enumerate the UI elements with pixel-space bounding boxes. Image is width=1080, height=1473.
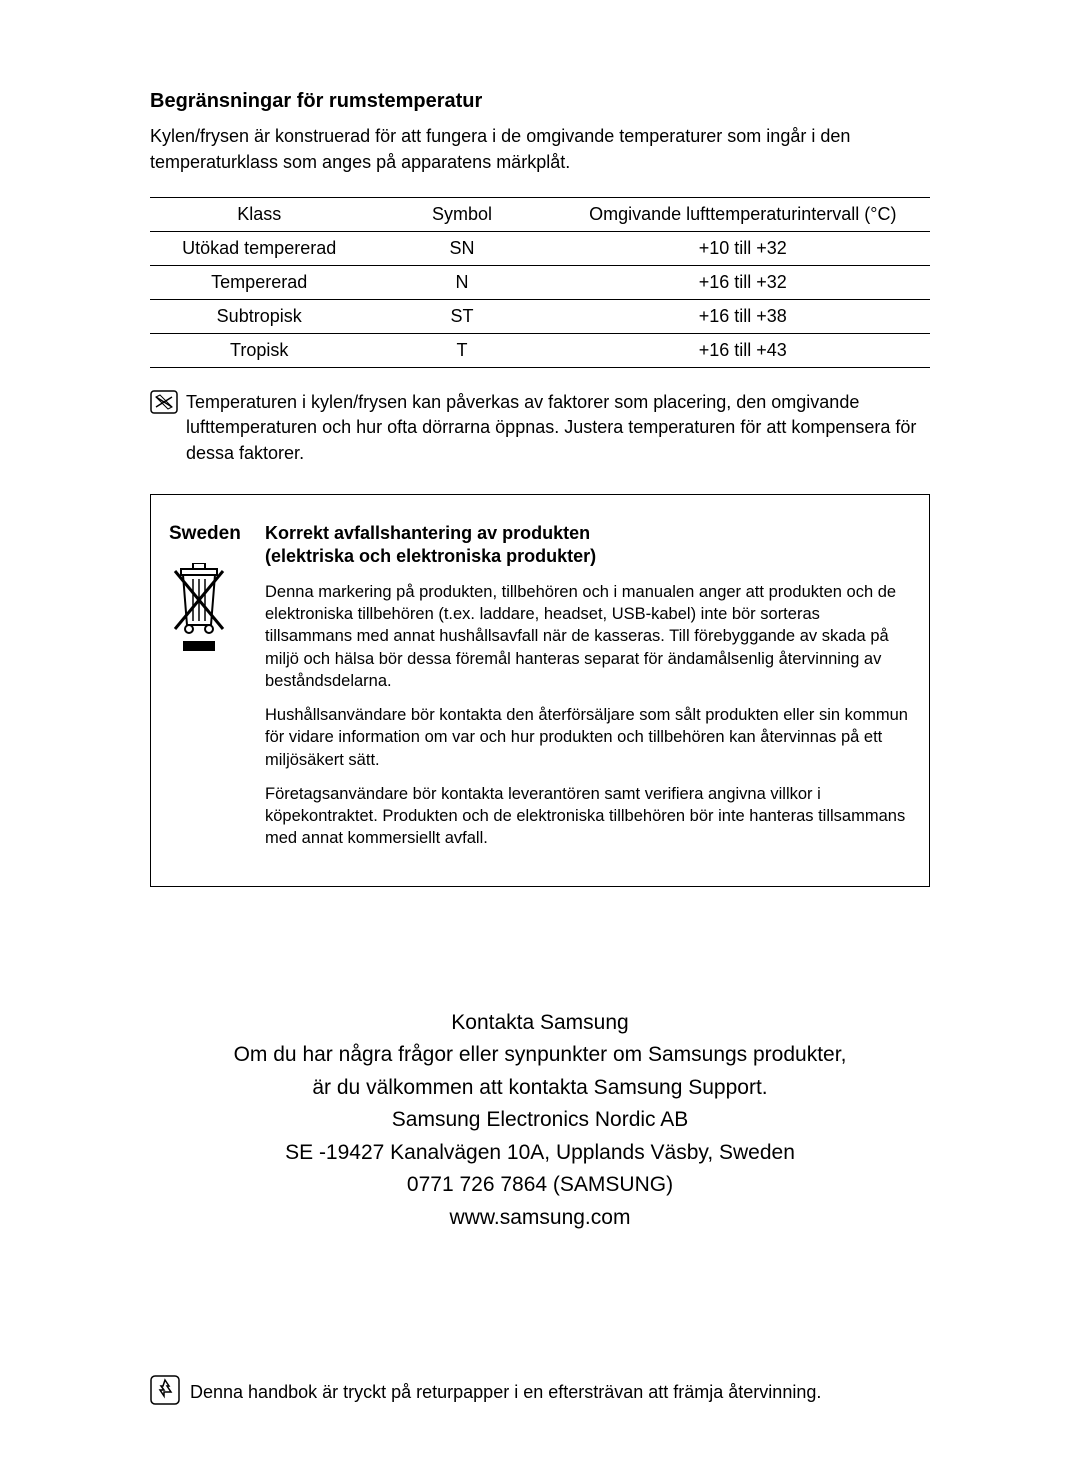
waste-paragraph: Denna markering på produkten, tillbehöre… [265, 581, 911, 692]
table-header: Omgivande lufttemperaturintervall (°C) [556, 198, 930, 232]
table-cell: +16 till +38 [556, 300, 930, 334]
note: Temperaturen i kylen/frysen kan påverkas… [150, 390, 930, 466]
note-text: Temperaturen i kylen/frysen kan påverkas… [186, 390, 930, 466]
footer: Denna handbok är tryckt på returpapper i… [150, 1375, 930, 1410]
table-cell: Subtropisk [150, 300, 368, 334]
contact-block: Kontakta Samsung Om du har några frågor … [150, 1007, 930, 1235]
temperature-table: Klass Symbol Omgivande lufttemperaturint… [150, 197, 930, 368]
table-cell: Tropisk [150, 334, 368, 368]
waste-bin-icon [169, 563, 255, 658]
table-cell: Utökad tempererad [150, 232, 368, 266]
waste-paragraph: Företagsanvändare bör kontakta leverantö… [265, 783, 911, 850]
table-cell: +16 till +32 [556, 266, 930, 300]
section-title: Begränsningar för rumstemperatur [150, 90, 930, 113]
note-icon [150, 390, 178, 414]
table-row: Utökad tempererad SN +10 till +32 [150, 232, 930, 266]
waste-left-column: Sweden [169, 523, 255, 862]
table-header: Klass [150, 198, 368, 232]
table-row: Subtropisk ST +16 till +38 [150, 300, 930, 334]
waste-title-2: (elektriska och elektroniska produkter) [265, 546, 911, 567]
waste-title-1: Korrekt avfallshantering av produkten [265, 523, 911, 544]
waste-disposal-box: Sweden Korrekt avfallshantering av produ… [150, 494, 930, 887]
section-intro: Kylen/frysen är konstruerad för att fung… [150, 123, 930, 175]
table-header-row: Klass Symbol Omgivande lufttemperaturint… [150, 198, 930, 232]
table-row: Tropisk T +16 till +43 [150, 334, 930, 368]
contact-line: Samsung Electronics Nordic AB [150, 1104, 930, 1137]
table-cell: +10 till +32 [556, 232, 930, 266]
table-cell: SN [368, 232, 555, 266]
contact-line: www.samsung.com [150, 1202, 930, 1235]
table-header: Symbol [368, 198, 555, 232]
contact-line: 0771 726 7864 (SAMSUNG) [150, 1169, 930, 1202]
table-row: Tempererad N +16 till +32 [150, 266, 930, 300]
table-cell: +16 till +43 [556, 334, 930, 368]
contact-line: är du välkommen att kontakta Samsung Sup… [150, 1072, 930, 1105]
footer-text: Denna handbok är tryckt på returpapper i… [190, 1382, 821, 1403]
table-cell: N [368, 266, 555, 300]
country-label: Sweden [169, 523, 255, 545]
table-cell: Tempererad [150, 266, 368, 300]
contact-line: Kontakta Samsung [150, 1007, 930, 1040]
contact-line: Om du har några frågor eller synpunkter … [150, 1039, 930, 1072]
waste-right-column: Korrekt avfallshantering av produkten (e… [265, 523, 911, 862]
contact-line: SE -19427 Kanalvägen 10A, Upplands Väsby… [150, 1137, 930, 1170]
table-cell: ST [368, 300, 555, 334]
recycle-icon [150, 1375, 180, 1410]
waste-paragraph: Hushållsanvändare bör kontakta den återf… [265, 704, 911, 771]
table-cell: T [368, 334, 555, 368]
